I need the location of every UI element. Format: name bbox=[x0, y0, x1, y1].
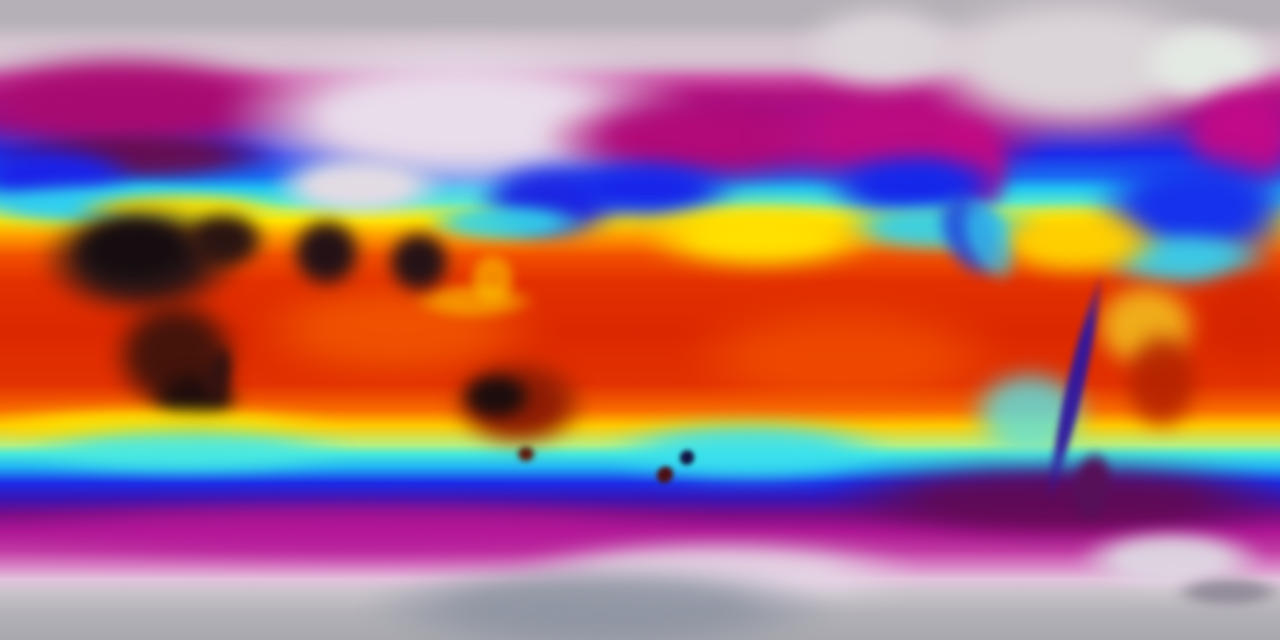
ne-pacific-blue bbox=[819, 150, 1012, 221]
brazil-hot-red bbox=[1120, 326, 1204, 436]
atlantic-cyan bbox=[1094, 230, 1274, 288]
tasmania-dark bbox=[515, 444, 537, 463]
central-pacific-yellow-dome bbox=[640, 201, 884, 272]
antarctic-pink-patch bbox=[512, 537, 922, 608]
congo-hot-dark bbox=[108, 294, 244, 416]
east-asia-blue-wedge bbox=[473, 160, 628, 244]
gulf-caribbean-yellow bbox=[985, 208, 1165, 279]
mexico-cordillera-blue bbox=[920, 173, 1021, 294]
patagonia-cold-purple bbox=[1064, 445, 1119, 528]
north-pink-snow-band bbox=[0, 32, 1280, 71]
madagascar-hot-dark bbox=[195, 339, 240, 413]
south-africa-cyan-wave bbox=[12, 425, 359, 474]
sahara-hot-dark bbox=[38, 201, 244, 317]
left-edge-cyan bbox=[0, 182, 231, 228]
indonesia-warm-specks bbox=[409, 281, 538, 320]
new-zealand-north-island bbox=[674, 444, 701, 471]
philippines-warm-specks bbox=[467, 249, 519, 308]
tibet-plateau-white bbox=[268, 153, 448, 218]
australia-core-black bbox=[458, 371, 536, 423]
indian-ocean-orange-swirl bbox=[243, 281, 551, 378]
australia-hot-red bbox=[448, 355, 589, 452]
greenland-ice-mint bbox=[1132, 19, 1280, 109]
ne-pacific-cyan bbox=[832, 201, 1050, 253]
north-polar-gray-cap bbox=[0, 0, 1280, 52]
north-atlantic-magenta bbox=[1177, 76, 1280, 199]
andes-cold-line bbox=[1037, 269, 1112, 506]
tasman-cyan-pool bbox=[601, 419, 896, 484]
europe-magenta-swirl bbox=[0, 48, 295, 157]
europe-dark-ridge bbox=[0, 131, 282, 183]
asia-coast-cyan bbox=[422, 201, 589, 244]
west-pacific-blue-dip bbox=[550, 156, 743, 221]
north-america-snow-white bbox=[908, 0, 1242, 141]
new-zealand-south-island bbox=[650, 459, 681, 490]
amazon-warm-yellow bbox=[1088, 278, 1204, 375]
southern-ocean-magenta bbox=[0, 499, 743, 564]
pacific-magenta-wave-west bbox=[537, 89, 871, 186]
antarctic-bluegray-wedge bbox=[358, 563, 845, 640]
na-west-coast-magenta bbox=[919, 99, 1027, 227]
left-edge-blue-band bbox=[0, 144, 141, 208]
humboldt-cold-tongue bbox=[966, 364, 1095, 461]
southern-ocean-deep-purple bbox=[819, 457, 1280, 541]
arabia-hot-dark bbox=[179, 208, 269, 272]
north-atlantic-blue-pool bbox=[1088, 147, 1280, 269]
pacific-orange-swirl bbox=[678, 300, 1012, 410]
pacific-magenta-wave-east bbox=[755, 76, 1050, 192]
mediterranean-yellow-rim bbox=[70, 192, 288, 228]
antarctic-white-swirl bbox=[1075, 528, 1268, 592]
kalahari-hot-dark bbox=[147, 368, 244, 432]
south-atlantic-deep-red bbox=[1190, 262, 1280, 372]
alaska-snow-white bbox=[793, 0, 973, 96]
indochina-hot-dark bbox=[379, 222, 459, 303]
mexico-cordillera-cyan bbox=[946, 185, 1033, 295]
sahara-core-black bbox=[70, 214, 199, 285]
antarctic-gray-cloud bbox=[1171, 576, 1280, 608]
eurasia-snowfield bbox=[217, 38, 704, 199]
south-africa-yellow-band bbox=[0, 406, 346, 445]
india-hot-dark bbox=[288, 214, 365, 292]
